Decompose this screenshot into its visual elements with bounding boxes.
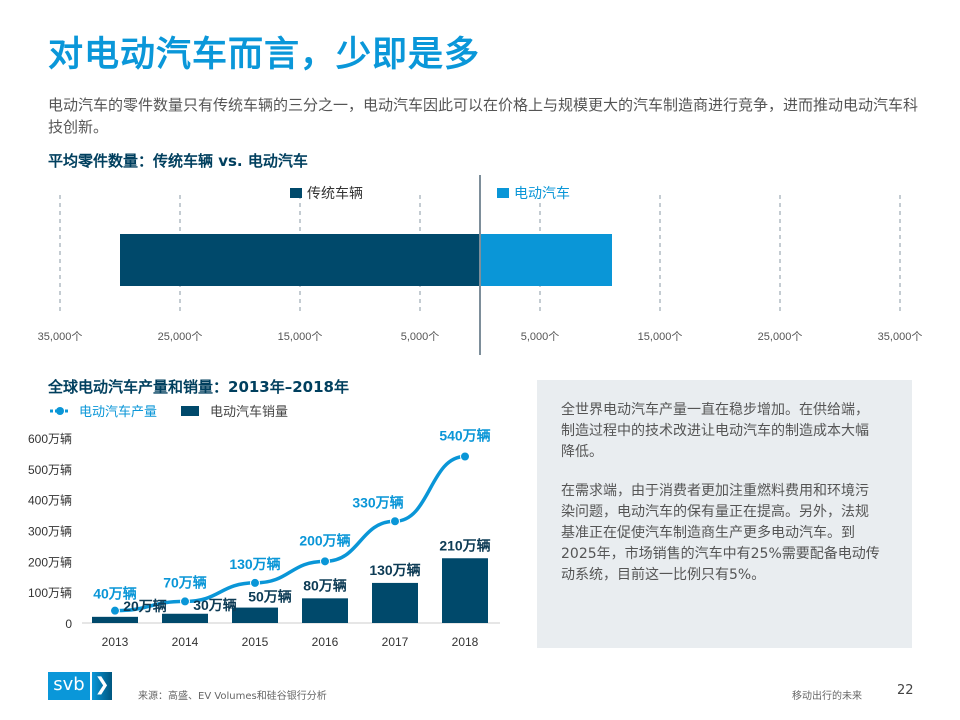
y-tick-label: 200万辆 — [28, 555, 72, 569]
x-tick-label: 2013 — [102, 635, 129, 649]
page-title: 对电动汽车而言，少即是多 — [48, 35, 481, 75]
commentary-supply: 全世界电动汽车产量一直在稳步增加。在供给端，制造过程中的技术改进让电动汽车的制造… — [561, 402, 869, 460]
legend-marker-production — [56, 407, 64, 415]
production-point — [180, 596, 190, 607]
intro-text: 电动汽车的零件数量只有传统车辆的三分之一，电动汽车因此可以在价格上与规模更大的汽… — [48, 96, 919, 136]
commentary-box: 全世界电动汽车产量一直在稳步增加。在供给端，制造过程中的技术改进让电动汽车的制造… — [537, 380, 912, 648]
legend-label-ev: 电动汽车 — [514, 185, 570, 201]
logo-text: svb — [48, 672, 90, 700]
sales-bar — [302, 598, 348, 623]
tick-label: 25,000个 — [158, 330, 203, 343]
sales-bar — [372, 582, 418, 623]
legend-swatch-ev — [497, 188, 509, 198]
parts-chart: 35,000个 25,000个 15,000个 5,000个 5,000个 15,000个… — [38, 175, 923, 355]
sales-bar — [442, 558, 488, 623]
sales-data-label: 130万辆 — [369, 562, 420, 578]
production-point — [460, 451, 470, 462]
tick-label: 35,000个 — [878, 330, 923, 343]
legend-swatch-sales — [181, 406, 199, 416]
y-tick-label: 600万辆 — [28, 432, 72, 446]
tick-label: 25,000个 — [758, 330, 803, 343]
legend-label-traditional: 传统车辆 — [307, 185, 363, 201]
bar-ev — [480, 234, 612, 286]
tick-label: 15,000个 — [278, 330, 323, 343]
parts-chart-title: 平均零件数量：传统车辆 vs. 电动汽车 — [48, 152, 308, 170]
production-data-label: 130万辆 — [229, 556, 280, 572]
bar-traditional — [120, 234, 480, 286]
ev-chart-title: 全球电动汽车产量和销量：2013年–2018年 — [48, 378, 349, 396]
y-tick-label: 0 — [65, 617, 72, 631]
section-name: 移动出行的未来 — [792, 691, 862, 702]
commentary-demand: 在需求端，由于消费者更加注重燃料费用和环境污染问题，电动汽车的保有量正在提高。另… — [561, 483, 880, 583]
sales-data-label: 20万辆 — [123, 598, 167, 614]
tick-label: 35,000个 — [38, 330, 83, 343]
legend-swatch-traditional — [290, 188, 302, 198]
page-number: 22 — [897, 683, 914, 698]
chevron-right-icon: ❯ — [92, 672, 112, 700]
y-tick-label: 300万辆 — [28, 525, 72, 539]
y-tick-label: 100万辆 — [28, 586, 72, 600]
legend-label-sales: 电动汽车销量 — [210, 404, 288, 419]
y-tick-label: 500万辆 — [28, 463, 72, 477]
sales-data-label: 210万辆 — [439, 537, 490, 553]
x-tick-label: 2017 — [382, 635, 409, 649]
sales-data-label: 50万辆 — [248, 589, 292, 605]
x-tick-label: 2014 — [172, 635, 199, 649]
sales-bar — [232, 607, 278, 623]
tick-label: 5,000个 — [401, 330, 440, 343]
production-data-label: 330万辆 — [352, 494, 403, 510]
sales-bar — [92, 616, 138, 623]
sales-data-label: 30万辆 — [193, 597, 237, 613]
x-tick-label: 2018 — [452, 635, 479, 649]
sales-data-label: 80万辆 — [303, 577, 347, 593]
y-tick-label: 400万辆 — [28, 494, 72, 508]
svb-logo: svb ❯ — [48, 672, 112, 700]
sales-bar — [162, 613, 208, 623]
tick-label: 5,000个 — [521, 330, 560, 343]
ev-chart: 电动汽车产量 电动汽车销量 0 100万辆 200万辆 300万辆 400万辆 500万辆 60… — [28, 404, 500, 649]
production-data-label: 40万辆 — [93, 586, 137, 602]
production-point — [110, 605, 120, 616]
production-data-label: 200万辆 — [299, 532, 350, 548]
production-data-label: 70万辆 — [163, 574, 207, 590]
production-point — [390, 516, 400, 527]
x-tick-label: 2016 — [312, 635, 339, 649]
x-tick-label: 2015 — [242, 635, 269, 649]
production-point — [320, 556, 330, 567]
source-note: 来源：高盛、EV Volumes和硅谷银行分析 — [138, 691, 327, 702]
legend-label-production: 电动汽车产量 — [79, 404, 157, 419]
tick-label: 15,000个 — [638, 330, 683, 343]
production-point — [250, 577, 260, 588]
production-data-label: 540万辆 — [439, 428, 490, 444]
